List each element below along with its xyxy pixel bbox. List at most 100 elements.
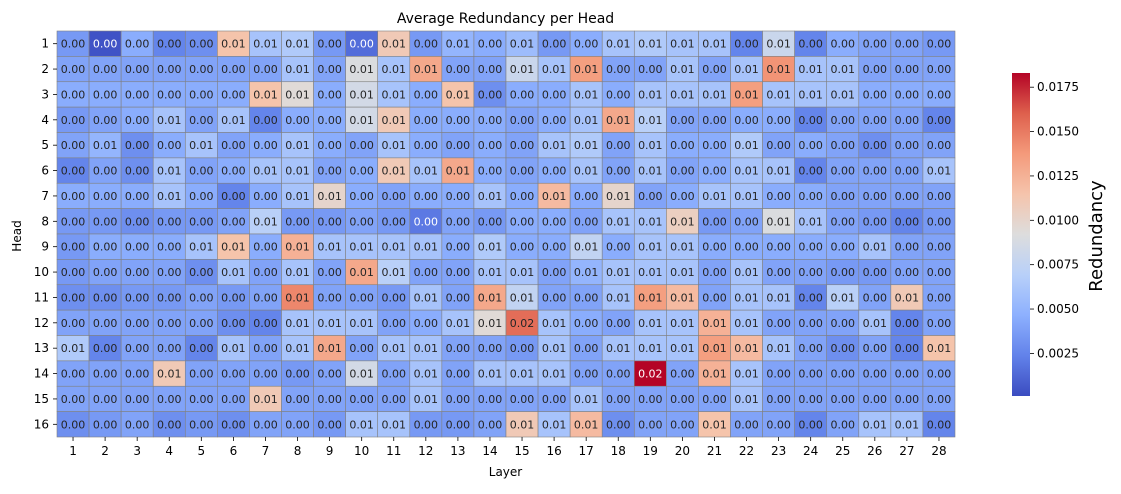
cell-annotation: 0.00 — [125, 139, 150, 152]
cell-annotation: 0.00 — [863, 215, 888, 228]
cell-annotation: 0.00 — [414, 139, 439, 152]
cell-annotation: 0.00 — [125, 63, 150, 76]
heatmap-cell — [120, 157, 154, 184]
cell-annotation: 0.00 — [863, 393, 888, 406]
cell-annotation: 0.00 — [927, 63, 952, 76]
heatmap-cell — [152, 284, 186, 311]
cell-annotation: 0.01 — [734, 63, 759, 76]
heatmap-cell — [120, 411, 154, 438]
cell-annotation: 0.00 — [414, 215, 439, 228]
cell-annotation: 0.00 — [863, 139, 888, 152]
cell-annotation: 0.00 — [510, 114, 535, 127]
x-tick-label: 5 — [198, 444, 206, 458]
cell-annotation: 0.01 — [895, 418, 920, 431]
cell-annotation: 0.00 — [189, 190, 214, 203]
cell-annotation: 0.00 — [895, 241, 920, 254]
cell-annotation: 0.01 — [702, 418, 727, 431]
cell-annotation: 0.01 — [510, 38, 535, 51]
heatmap-cell — [890, 309, 924, 336]
cell-annotation: 0.00 — [189, 215, 214, 228]
cell-annotation: 0.01 — [478, 368, 503, 381]
cell-annotation: 0.00 — [638, 393, 663, 406]
cell-annotation: 0.00 — [510, 88, 535, 101]
cell-annotation: 0.00 — [766, 317, 791, 330]
cell-annotation: 0.01 — [831, 63, 856, 76]
cell-annotation: 0.00 — [670, 165, 695, 178]
cell-annotation: 0.01 — [734, 368, 759, 381]
colorbar-tick-label: 0.0125 — [1037, 169, 1079, 183]
heatmap-cell — [88, 233, 122, 260]
cell-annotation: 0.00 — [670, 114, 695, 127]
heatmap-cell — [537, 81, 571, 108]
heatmap-cell — [120, 335, 154, 362]
cell-annotation: 0.00 — [798, 418, 823, 431]
heatmap-cell — [473, 385, 507, 412]
y-tick-label: 16 — [34, 417, 49, 431]
cell-annotation: 0.00 — [157, 317, 182, 330]
cell-annotation: 0.00 — [93, 190, 118, 203]
heatmap-cell — [56, 106, 90, 133]
cell-annotation: 0.00 — [189, 165, 214, 178]
cell-annotation: 0.01 — [382, 63, 407, 76]
heatmap-cell — [922, 182, 956, 209]
cell-annotation: 0.00 — [61, 165, 86, 178]
cell-annotation: 0.01 — [349, 266, 374, 279]
cell-annotation: 0.00 — [189, 393, 214, 406]
cell-annotation: 0.00 — [670, 139, 695, 152]
heatmap-cell — [601, 233, 635, 260]
cell-annotation: 0.00 — [349, 165, 374, 178]
heatmap-cell — [890, 56, 924, 83]
heatmap-cell — [762, 106, 795, 133]
heatmap-cell — [441, 208, 475, 235]
cell-annotation: 0.01 — [285, 266, 310, 279]
cell-annotation: 0.00 — [831, 418, 856, 431]
heatmap-cell — [377, 233, 411, 260]
cell-annotation: 0.00 — [349, 342, 374, 355]
heatmap-cell — [377, 360, 411, 387]
cell-annotation: 0.00 — [542, 393, 567, 406]
cell-annotation: 0.00 — [93, 291, 118, 304]
cell-annotation: 0.00 — [157, 342, 182, 355]
cell-annotation: 0.00 — [317, 88, 342, 101]
cell-annotation: 0.01 — [349, 241, 374, 254]
heatmap-cell — [762, 233, 795, 260]
heatmap-cell — [537, 132, 571, 159]
cell-annotation: 0.00 — [446, 190, 471, 203]
y-tick-label: 10 — [34, 265, 49, 279]
heatmap-cell — [377, 56, 411, 83]
heatmap-cell — [313, 385, 346, 412]
y-axis-label: Head — [10, 220, 24, 251]
cell-annotation: 0.00 — [125, 241, 150, 254]
cell-annotation: 0.00 — [895, 165, 920, 178]
heatmap-cell — [281, 81, 314, 108]
heatmap-cell — [826, 411, 860, 438]
cell-annotation: 0.01 — [542, 63, 567, 76]
cell-annotation: 0.00 — [927, 241, 952, 254]
cell-annotation: 0.00 — [542, 215, 567, 228]
heatmap-cell — [569, 56, 603, 83]
colorbar-label: Redundancy — [1086, 180, 1107, 292]
heatmap-cell — [601, 182, 635, 209]
cell-annotation: 0.00 — [766, 368, 791, 381]
cell-annotation: 0.00 — [414, 317, 439, 330]
heatmap-cell — [826, 259, 860, 286]
heatmap-cell — [858, 385, 892, 412]
colorbar-tick-label: 0.0100 — [1037, 213, 1079, 227]
heatmap-cell — [601, 157, 635, 184]
cell-annotation: 0.00 — [734, 418, 759, 431]
cell-annotation: 0.00 — [317, 418, 342, 431]
heatmap-cell — [890, 106, 924, 133]
cell-annotation: 0.00 — [798, 38, 823, 51]
cell-annotation: 0.00 — [349, 190, 374, 203]
cell-annotation: 0.00 — [317, 63, 342, 76]
cell-annotation: 0.00 — [798, 393, 823, 406]
cell-annotation: 0.00 — [221, 165, 246, 178]
cell-annotation: 0.00 — [863, 342, 888, 355]
cell-annotation: 0.00 — [93, 317, 118, 330]
heatmap-cell — [762, 30, 795, 57]
heatmap-cell — [922, 30, 956, 57]
heatmap-cell — [826, 360, 860, 387]
heatmap-cell — [152, 411, 186, 438]
heatmap-cell — [633, 335, 667, 362]
heatmap-cell — [473, 309, 507, 336]
